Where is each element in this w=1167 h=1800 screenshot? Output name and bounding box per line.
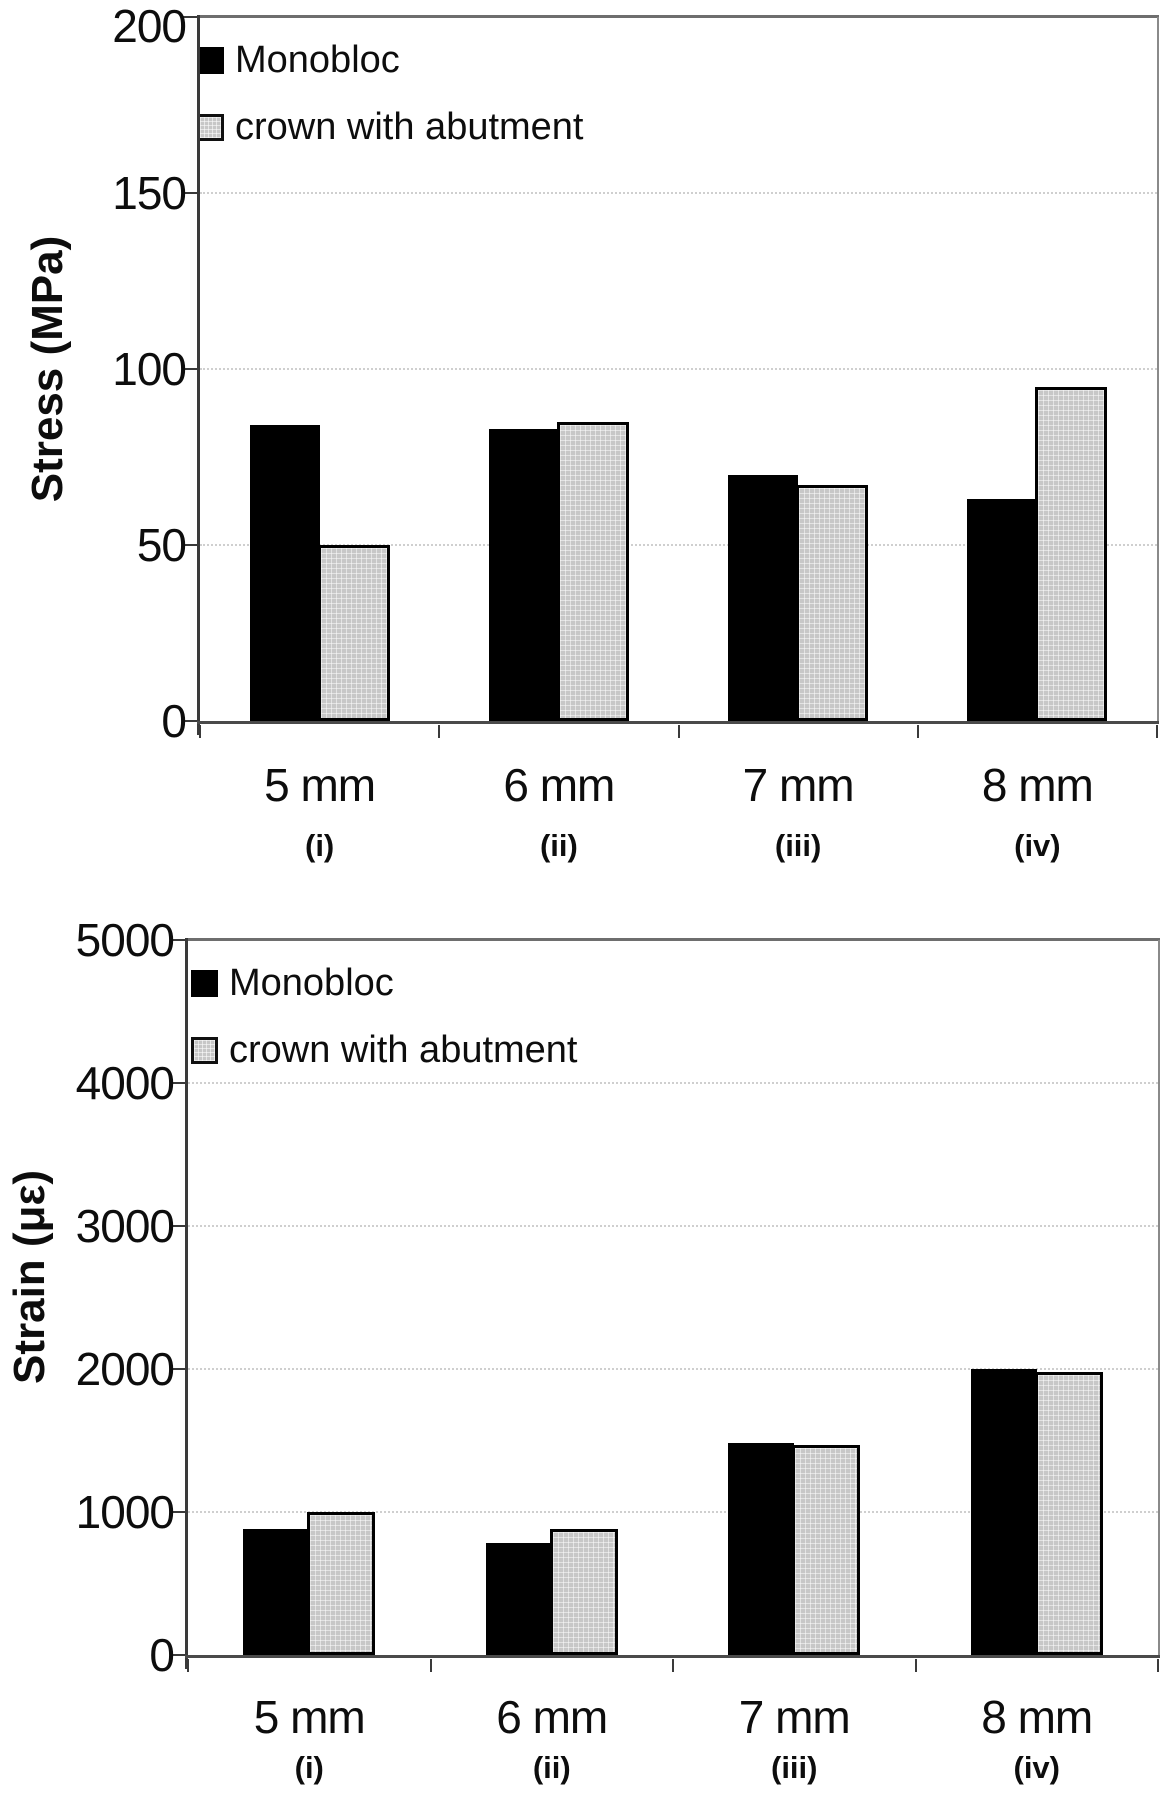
y-tick-label-200: 200 bbox=[112, 0, 187, 52]
legend-label-crown: crown with abutment bbox=[235, 105, 584, 148]
bar-crown-8mm bbox=[1035, 386, 1108, 721]
y-tick-label-50: 50 bbox=[136, 519, 187, 571]
x-sublabel-3: (iii) bbox=[771, 1750, 818, 1785]
y-tick-0 bbox=[183, 720, 197, 722]
legend-item-monobloc: Monobloc bbox=[191, 962, 578, 1005]
bar-crown-7mm bbox=[792, 1444, 861, 1655]
x-axis-line bbox=[197, 721, 1159, 724]
legend: Monobloc crown with abutment bbox=[197, 39, 584, 174]
bar-monobloc-7mm bbox=[728, 1443, 795, 1655]
y-tick-200 bbox=[183, 16, 197, 18]
gridline-4000 bbox=[188, 1082, 1158, 1084]
y-tick-5000 bbox=[171, 939, 185, 941]
plot-border-top bbox=[186, 938, 1160, 941]
y-tick-label-2000: 2000 bbox=[75, 1343, 175, 1395]
x-tick-0 bbox=[199, 725, 201, 738]
x-sublabel-4: (iv) bbox=[1014, 828, 1061, 863]
x-sublabel-1: (i) bbox=[294, 1750, 324, 1785]
y-tick-label-4000: 4000 bbox=[75, 1057, 175, 1109]
x-sublabel-2: (ii) bbox=[539, 828, 578, 863]
x-tick-1 bbox=[429, 1659, 432, 1672]
x-label-7mm: 7 mm bbox=[742, 759, 855, 811]
bar-monobloc-8mm bbox=[970, 1369, 1037, 1655]
bar-crown-7mm bbox=[796, 485, 869, 721]
bar-monobloc-5mm bbox=[249, 425, 320, 721]
legend-item-crown-with-abutment: crown with abutment bbox=[197, 105, 584, 149]
y-tick-3000 bbox=[171, 1225, 185, 1227]
plot-border-right bbox=[1158, 940, 1160, 1655]
bar-monobloc-5mm bbox=[243, 1529, 310, 1655]
bar-crown-6mm bbox=[549, 1529, 618, 1655]
legend-swatch-monobloc-icon bbox=[191, 970, 218, 998]
x-label-5mm: 5 mm bbox=[253, 1691, 366, 1743]
gridline-3000 bbox=[188, 1225, 1158, 1227]
gridline-100 bbox=[200, 368, 1157, 370]
legend: Monobloc crown with abutment bbox=[191, 962, 578, 1097]
y-tick-label-150: 150 bbox=[112, 167, 187, 219]
gridline-150 bbox=[200, 192, 1157, 194]
x-tick-4 bbox=[1157, 1659, 1159, 1672]
x-label-5mm: 5 mm bbox=[264, 759, 376, 811]
gridline-1000 bbox=[188, 1511, 1158, 1513]
y-tick-label-1000: 1000 bbox=[75, 1486, 175, 1538]
gridline-2000 bbox=[188, 1368, 1158, 1370]
y-tick-4000 bbox=[171, 1082, 185, 1084]
x-label-6mm: 6 mm bbox=[503, 759, 615, 811]
bar-monobloc-8mm bbox=[967, 499, 1038, 721]
y-tick-label-100: 100 bbox=[112, 343, 187, 395]
x-label-8mm: 8 mm bbox=[981, 759, 1094, 811]
legend-item-monobloc: Monobloc bbox=[197, 39, 584, 82]
legend-item-crown-with-abutment: crown with abutment bbox=[191, 1028, 578, 1072]
legend-label-monobloc: Monobloc bbox=[235, 39, 400, 81]
y-tick-0 bbox=[171, 1654, 185, 1656]
y-tick-50 bbox=[183, 544, 197, 546]
plot-border-top bbox=[198, 15, 1159, 18]
x-tick-0 bbox=[187, 1659, 189, 1672]
bar-crown-8mm bbox=[1034, 1371, 1103, 1655]
y-axis-line bbox=[185, 938, 188, 1669]
bar-monobloc-6mm bbox=[485, 1543, 552, 1655]
x-tick-2 bbox=[677, 725, 680, 738]
plot-border-right bbox=[1157, 17, 1159, 721]
y-tick-label-0: 0 bbox=[149, 1629, 175, 1681]
bar-crown-5mm bbox=[317, 545, 390, 721]
y-tick-2000 bbox=[171, 1368, 185, 1370]
bar-crown-6mm bbox=[556, 421, 629, 721]
x-tick-1 bbox=[438, 725, 441, 738]
y-tick-label-3000: 3000 bbox=[75, 1200, 175, 1252]
x-sublabel-2: (ii) bbox=[532, 1750, 571, 1785]
gridline-50 bbox=[200, 544, 1157, 546]
x-tick-4 bbox=[1156, 725, 1158, 738]
legend-label-crown: crown with abutment bbox=[229, 1028, 578, 1071]
x-label-8mm: 8 mm bbox=[981, 1691, 1093, 1743]
legend-label-monobloc: Monobloc bbox=[229, 962, 394, 1004]
x-sublabel-3: (iii) bbox=[774, 828, 822, 863]
y-axis-line bbox=[197, 15, 200, 735]
y-tick-label-0: 0 bbox=[161, 695, 187, 747]
y-tick-100 bbox=[183, 368, 197, 370]
y-tick-1000 bbox=[171, 1511, 185, 1513]
x-label-7mm: 7 mm bbox=[738, 1691, 851, 1743]
x-tick-3 bbox=[914, 1659, 917, 1672]
x-axis-line bbox=[185, 1655, 1160, 1658]
y-tick-150 bbox=[183, 192, 197, 194]
x-sublabel-1: (i) bbox=[304, 828, 335, 863]
y-tick-label-5000: 5000 bbox=[75, 914, 175, 966]
x-label-6mm: 6 mm bbox=[496, 1691, 608, 1743]
x-tick-3 bbox=[916, 725, 919, 738]
bar-monobloc-6mm bbox=[488, 428, 559, 721]
x-tick-2 bbox=[672, 1659, 674, 1672]
bar-crown-5mm bbox=[307, 1512, 376, 1655]
x-sublabel-4: (iv) bbox=[1013, 1750, 1061, 1785]
legend-swatch-crown-icon bbox=[191, 1037, 218, 1065]
